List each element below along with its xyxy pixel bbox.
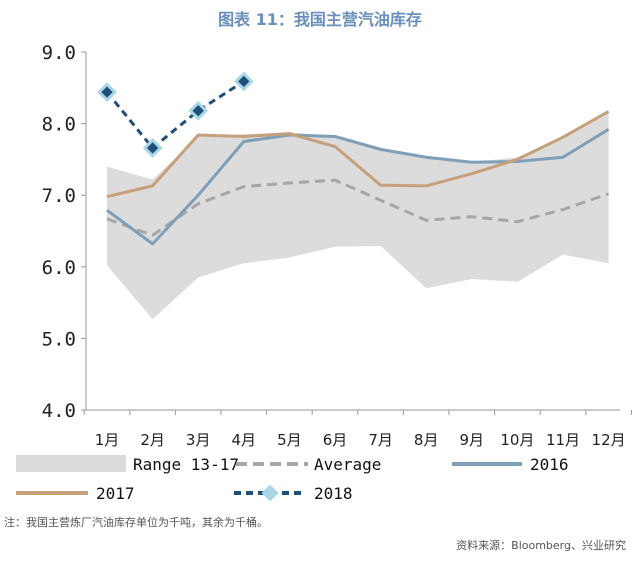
x-tick-label: 7月: [368, 431, 393, 449]
point-2018: [146, 142, 159, 154]
legend-label-range: Range 13-17: [133, 455, 239, 474]
x-tick-label: 2月: [140, 431, 165, 449]
legend-label-average: Average: [314, 455, 381, 474]
y-tick-label: 4.0: [42, 400, 76, 422]
legend-marker-2018: [261, 484, 279, 502]
legend-label-2016: 2016: [530, 455, 569, 474]
y-tick-label: 9.0: [42, 42, 76, 64]
x-tick-label: 9月: [460, 431, 485, 449]
x-tick-label: 11月: [546, 431, 580, 449]
x-tick-label: 10月: [500, 431, 534, 449]
y-tick-label: 7.0: [42, 185, 76, 207]
y-tick-label: 6.0: [42, 257, 76, 279]
legend-label-2017: 2017: [96, 484, 135, 503]
footnote: 注：我国主营炼厂汽油库存单位为千吨，其余为千桶。: [4, 516, 268, 529]
series-line-2017: [106, 110, 610, 199]
series-line-2018: [105, 80, 245, 150]
x-tick-label: 4月: [232, 431, 257, 449]
legend: Range 13-17 Average 2016 2017 2018: [16, 455, 569, 503]
chart-title: 图表 11：我国主营汽油库存: [218, 10, 422, 29]
source-note: 资料来源：Bloomberg、兴业研究: [456, 539, 626, 552]
x-tick-label: 1月: [95, 431, 120, 449]
y-tick-label: 5.0: [42, 328, 76, 350]
x-tick-label: 6月: [323, 431, 348, 449]
series-line-2016: [106, 128, 610, 246]
legend-swatch-range: [16, 455, 126, 472]
x-tick-label: 5月: [277, 431, 302, 449]
legend-label-2018: 2018: [314, 484, 353, 503]
x-tick-label: 12月: [592, 431, 626, 449]
x-tick-label: 8月: [414, 431, 439, 449]
y-tick-label: 8.0: [42, 114, 76, 136]
x-tick-label: 3月: [186, 431, 211, 449]
